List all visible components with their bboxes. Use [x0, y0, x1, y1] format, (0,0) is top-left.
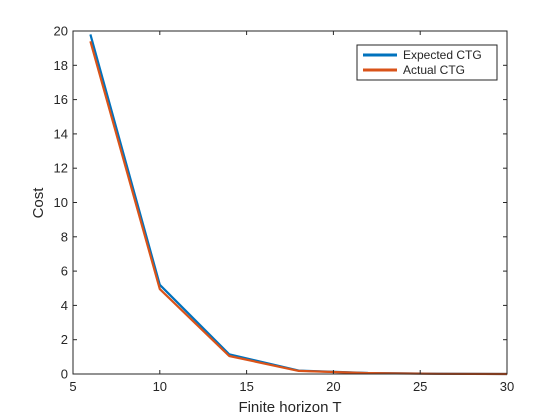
- series-line-1: [89, 41, 508, 376]
- y-axis-label: Cost: [30, 187, 47, 219]
- legend-label-0: Expected CTG: [403, 48, 482, 62]
- y-tick-label: 14: [54, 126, 68, 141]
- ticks: 5 10 15 20 25 30 0 2 4 6 8 10 12 14 16 18 20: [54, 24, 515, 395]
- y-tick-label: 0: [61, 367, 68, 382]
- x-axis-label: Finite horizon T: [238, 399, 341, 416]
- y-tick-label: 12: [54, 161, 68, 176]
- legend-label-1: Actual CTG: [403, 63, 465, 77]
- x-tick-label: 20: [326, 379, 340, 394]
- y-tick-label: 2: [61, 332, 68, 347]
- y-tick-label: 6: [61, 264, 68, 279]
- y-tick-label: 18: [54, 58, 68, 73]
- x-tick-label: 30: [500, 379, 514, 394]
- legend-box: [356, 44, 498, 81]
- y-tick-label: 20: [54, 24, 68, 39]
- series-layer: [89, 34, 508, 376]
- x-tick-label: 25: [413, 379, 427, 394]
- y-tick-label: 16: [54, 92, 68, 107]
- series-line-0: [89, 34, 508, 376]
- y-tick-label: 10: [54, 195, 68, 210]
- x-tick-label: 5: [69, 379, 76, 394]
- y-tick-label: 8: [61, 229, 68, 244]
- x-tick-label: 10: [153, 379, 167, 394]
- y-tick-label: 4: [61, 298, 68, 313]
- x-tick-label: 15: [239, 379, 253, 394]
